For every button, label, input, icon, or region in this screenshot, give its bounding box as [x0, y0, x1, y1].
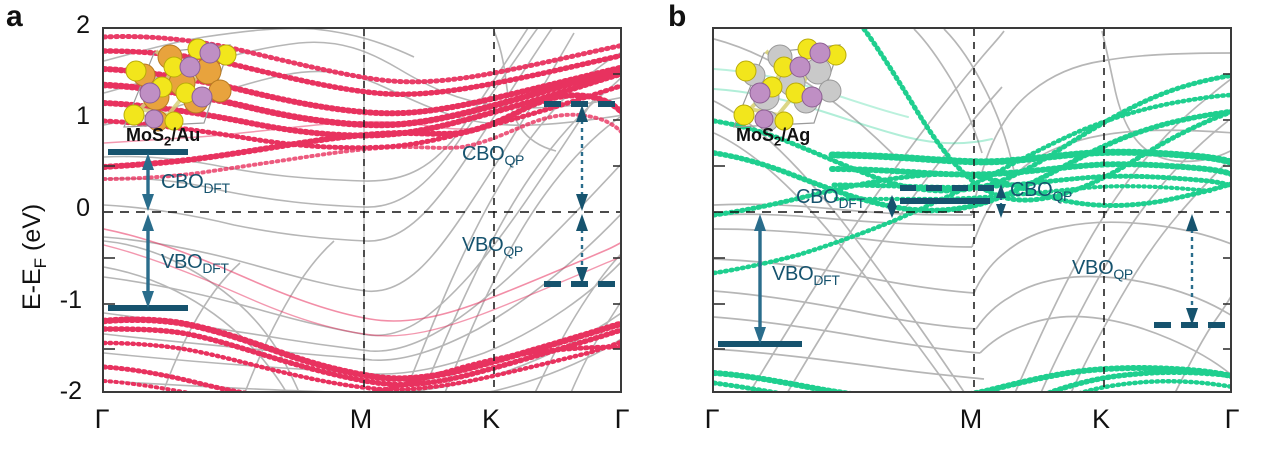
ytick-a-m1: -1 [59, 286, 82, 314]
arrow-vbo-qp-b [1186, 214, 1198, 325]
ytick-a-m2: -2 [59, 377, 82, 405]
annotation-vbo-dft-b: VBODFT [772, 263, 840, 288]
arrow-cbo-dft-b [887, 195, 897, 218]
arrow-cbo-dft-a [142, 153, 154, 211]
annotation-cbo-dft-a-label: CBO [161, 171, 204, 193]
inset-caption-b: MoS2/Ag [736, 125, 810, 149]
annotation-cbo-qp-b: CBOQP [1010, 179, 1072, 204]
annotation-vbo-qp-b-sub: QP [1113, 266, 1133, 282]
annotation-vbo-qp-a-label: VBO [462, 234, 504, 256]
annotation-cbo-qp-a-sub: QP [504, 152, 525, 168]
annotation-vbo-dft-a-sub: DFT [202, 260, 229, 276]
inset-caption-b-main: MoS [736, 125, 774, 145]
band-plot-b-svg [714, 29, 1230, 391]
ytick-a-2: 2 [76, 11, 90, 39]
y-axis-label-sub: F [31, 257, 50, 269]
ytick-a-0: 0 [76, 194, 90, 222]
annotation-cbo-qp-a-label: CBO [462, 143, 505, 165]
arrow-vbo-qp-a [576, 214, 588, 284]
annotation-vbo-dft-b-label: VBO [772, 263, 814, 285]
inset-caption-a-sub: 2 [164, 133, 172, 149]
annotation-vbo-dft-a-label: VBO [161, 251, 203, 273]
annotation-cbo-dft-a-sub: DFT [203, 180, 230, 196]
annotation-cbo-dft-a: CBODFT [161, 171, 230, 196]
annotation-cbo-dft-b: CBODFT [796, 186, 865, 211]
inset-caption-a-tail: /Au [171, 125, 201, 145]
xtick-b-gamma-left: Γ [704, 404, 720, 434]
xtick-b-K: K [1091, 404, 1110, 434]
xtick-a-K: K [481, 404, 500, 434]
annotation-vbo-qp-a: VBOQP [462, 234, 523, 259]
annotation-cbo-dft-b-sub: DFT [838, 195, 865, 211]
annotation-cbo-qp-b-label: CBO [1010, 179, 1053, 201]
inset-crystal-structure-a [123, 38, 237, 132]
band-structure-plot-b: MoS2/Ag CBODFT CBOQP VBODFT VBOQP [712, 27, 1232, 393]
inset-caption-b-tail: /Ag [781, 125, 811, 145]
xtick-a-gamma-right: Γ [614, 404, 630, 434]
band-structure-plot-a: MoS2/Au CBODFT VBODFT CBOQP VBOQP [102, 27, 622, 393]
annotation-cbo-dft-b-label: CBO [796, 186, 839, 208]
ytick-a-1: 1 [76, 102, 90, 130]
annotation-vbo-qp-b-label: VBO [1072, 257, 1114, 279]
y-axis-label-unit: (eV) [18, 203, 46, 258]
arrow-vbo-dft-b [754, 214, 766, 344]
annotation-vbo-qp-b: VBOQP [1072, 257, 1133, 282]
inset-caption-a-main: MoS [126, 125, 164, 145]
annotation-vbo-dft-a: VBODFT [161, 251, 229, 276]
inset-caption-b-sub: 2 [774, 133, 782, 149]
arrow-cbo-qp-b [996, 184, 1006, 218]
arrow-cbo-qp-a [576, 105, 588, 211]
panel-letter-a: a [6, 0, 23, 33]
annotation-cbo-qp-a: CBOQP [462, 143, 524, 168]
inset-crystal-structure-b [733, 38, 847, 132]
inset-caption-a: MoS2/Au [126, 125, 200, 149]
annotation-cbo-qp-b-sub: QP [1052, 188, 1073, 204]
xtick-a-M: M [349, 404, 373, 434]
xtick-b-M: M [959, 404, 983, 434]
panel-letter-b: b [668, 0, 687, 33]
xtick-a-gamma-left: Γ [94, 404, 110, 434]
arrow-vbo-dft-a [142, 214, 154, 308]
annotation-vbo-dft-b-sub: DFT [813, 272, 840, 288]
xtick-b-gamma-right: Γ [1224, 404, 1240, 434]
annotation-vbo-qp-a-sub: QP [503, 243, 523, 259]
